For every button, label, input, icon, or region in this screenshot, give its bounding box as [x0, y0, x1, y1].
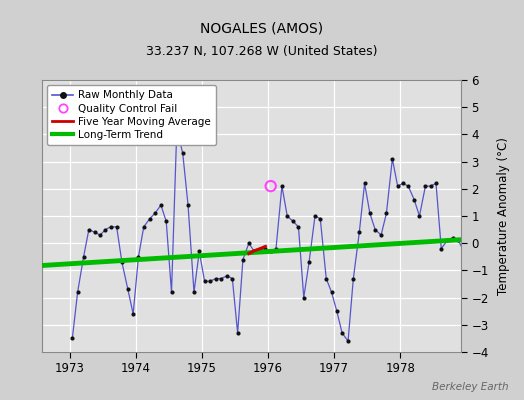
Point — [427, 183, 435, 189]
Point — [394, 183, 402, 189]
Point — [305, 259, 313, 266]
Point — [200, 278, 209, 284]
Point — [157, 202, 165, 208]
Point — [289, 218, 297, 225]
Point — [261, 246, 269, 252]
Point — [139, 224, 148, 230]
Point — [184, 202, 192, 208]
Point — [316, 216, 324, 222]
Point — [162, 218, 170, 225]
Point — [146, 216, 154, 222]
Point — [449, 234, 457, 241]
Text: 33.237 N, 107.268 W (United States): 33.237 N, 107.268 W (United States) — [146, 46, 378, 58]
Point — [206, 278, 214, 284]
Point — [134, 254, 143, 260]
Point — [283, 213, 291, 219]
Point — [349, 275, 357, 282]
Point — [79, 254, 88, 260]
Point — [179, 150, 187, 157]
Point — [129, 311, 137, 317]
Text: NOGALES (AMOS): NOGALES (AMOS) — [201, 21, 323, 35]
Point — [322, 275, 331, 282]
Point — [118, 259, 126, 266]
Point — [454, 237, 463, 244]
Point — [361, 180, 369, 186]
Point — [421, 183, 430, 189]
Point — [333, 308, 341, 314]
Point — [267, 183, 275, 189]
Legend: Raw Monthly Data, Quality Control Fail, Five Year Moving Average, Long-Term Tren: Raw Monthly Data, Quality Control Fail, … — [47, 85, 216, 145]
Point — [294, 224, 303, 230]
Point — [250, 248, 258, 254]
Point — [124, 286, 132, 293]
Point — [234, 330, 242, 336]
Point — [68, 335, 77, 342]
Point — [437, 246, 445, 252]
Point — [212, 275, 220, 282]
Point — [432, 180, 440, 186]
Point — [190, 289, 198, 295]
Point — [311, 213, 319, 219]
Point — [366, 210, 374, 216]
Point — [382, 210, 390, 216]
Point — [328, 289, 336, 295]
Point — [256, 246, 264, 252]
Point — [96, 232, 104, 238]
Point — [167, 289, 176, 295]
Point — [101, 226, 110, 233]
Y-axis label: Temperature Anomaly (°C): Temperature Anomaly (°C) — [497, 137, 510, 295]
Point — [404, 183, 412, 189]
Point — [223, 273, 231, 279]
Point — [278, 183, 286, 189]
Point — [443, 237, 452, 244]
Point — [151, 210, 159, 216]
Point — [267, 248, 275, 254]
Point — [85, 226, 93, 233]
Point — [410, 196, 418, 203]
Point — [172, 126, 181, 132]
Point — [113, 224, 121, 230]
Point — [195, 248, 203, 254]
Text: Berkeley Earth: Berkeley Earth — [432, 382, 508, 392]
Point — [388, 156, 397, 162]
Point — [338, 330, 346, 336]
Point — [416, 213, 424, 219]
Point — [91, 229, 99, 236]
Point — [106, 224, 115, 230]
Point — [73, 289, 82, 295]
Point — [371, 226, 379, 233]
Point — [245, 240, 253, 246]
Point — [228, 275, 236, 282]
Point — [460, 248, 468, 254]
Point — [300, 294, 308, 301]
Point — [272, 246, 280, 252]
Point — [344, 338, 352, 344]
Point — [377, 232, 385, 238]
Point — [355, 229, 364, 236]
Point — [217, 275, 225, 282]
Point — [239, 256, 247, 263]
Point — [399, 180, 407, 186]
